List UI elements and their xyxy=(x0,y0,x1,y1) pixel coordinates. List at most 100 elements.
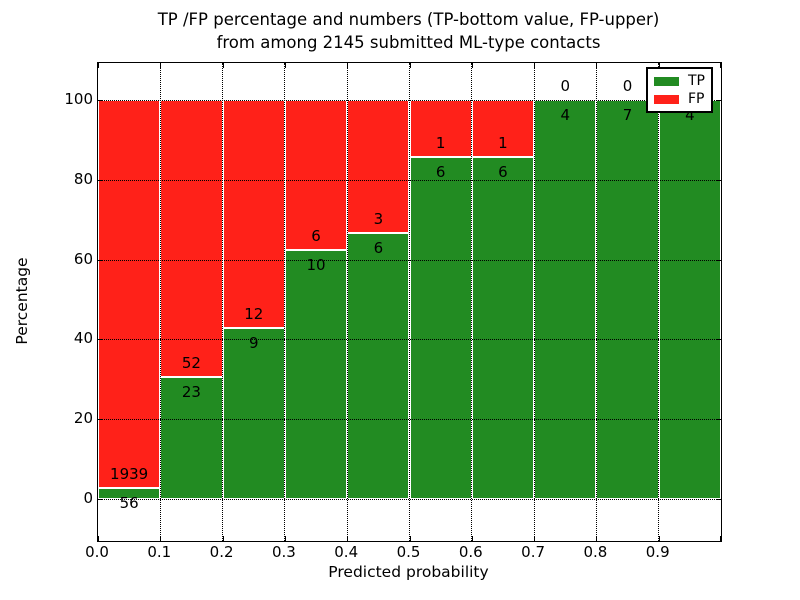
tick-mark xyxy=(222,536,224,541)
x-tick-label: 0.1 xyxy=(147,543,172,561)
bar-count-label-tp: 6 xyxy=(373,238,384,257)
tick-mark xyxy=(160,63,162,68)
x-tick-label: 0.9 xyxy=(645,543,670,561)
x-tick-label: 0.3 xyxy=(271,543,296,561)
tick-mark xyxy=(409,536,411,541)
bar-count-label-fp: 0 xyxy=(622,77,633,95)
gridline-vertical xyxy=(471,63,473,541)
y-tick-label: 60 xyxy=(73,249,93,268)
bar-segment-fp xyxy=(160,100,223,377)
x-tick-label: 0.6 xyxy=(458,543,483,561)
legend-row-tp: TP xyxy=(654,74,705,88)
x-tick-label: 0.8 xyxy=(583,543,608,561)
tick-mark xyxy=(596,63,598,68)
x-tick-label: 0.4 xyxy=(334,543,359,561)
legend-label-fp: FP xyxy=(688,91,705,107)
x-tick-label: 0.7 xyxy=(521,543,546,561)
legend-row-fp: FP xyxy=(654,92,705,106)
chart-title: TP /FP percentage and numbers (TP-bottom… xyxy=(97,8,720,54)
bar-count-label-tp: 56 xyxy=(119,493,139,512)
bar-count-label-tp: 7 xyxy=(622,106,633,124)
tick-mark xyxy=(716,419,721,421)
bar-segment-tp xyxy=(347,232,410,499)
y-axis-title: Percentage xyxy=(13,257,31,345)
bar-segment-tp xyxy=(658,100,721,499)
tick-mark xyxy=(98,63,99,68)
gridline-horizontal xyxy=(98,179,721,181)
bar-count-label-fp: 3 xyxy=(373,209,384,228)
bar-count-label-tp: 10 xyxy=(306,255,326,274)
y-tick-label: 0 xyxy=(83,489,93,507)
gridline-vertical xyxy=(222,63,224,541)
bar-segment-tp xyxy=(596,100,659,499)
tick-mark xyxy=(98,419,103,421)
bar-segment-tp xyxy=(471,157,535,499)
bar-count-label-tp: 23 xyxy=(181,382,201,401)
bar-segment-tp xyxy=(409,157,472,499)
bar-count-label-tp: 9 xyxy=(248,333,259,352)
bar-segment-fp xyxy=(284,100,348,250)
bar-segment-tp xyxy=(160,376,223,499)
bar-count-label-tp: 6 xyxy=(498,163,508,182)
tick-mark xyxy=(596,536,598,541)
tick-mark xyxy=(347,536,349,541)
tick-mark xyxy=(98,100,103,101)
tick-mark xyxy=(720,63,721,68)
bar-count-label-fp: 1 xyxy=(435,134,446,153)
tick-mark xyxy=(222,63,224,68)
tick-mark xyxy=(160,536,162,541)
tick-mark xyxy=(98,536,99,541)
tick-mark xyxy=(658,536,660,541)
gridline-horizontal xyxy=(98,339,721,341)
x-axis-title: Predicted probability xyxy=(328,563,489,581)
y-tick-label: 20 xyxy=(73,409,93,428)
tick-mark xyxy=(716,339,721,341)
bar-count-label-fp: 52 xyxy=(181,353,201,372)
gridline-horizontal xyxy=(98,419,721,421)
tp-swatch-icon xyxy=(654,76,679,86)
bar-count-label-fp: 12 xyxy=(244,304,264,323)
x-tick-label: 0.0 xyxy=(85,543,109,561)
bar-segment-fp xyxy=(98,100,161,488)
tick-mark xyxy=(347,63,349,68)
bar-count-label-tp: 4 xyxy=(685,106,695,124)
tick-mark xyxy=(98,179,103,181)
x-tick-label: 0.2 xyxy=(209,543,234,561)
tick-mark xyxy=(716,100,721,101)
y-tick-label: 40 xyxy=(73,329,93,348)
legend: TP FP xyxy=(646,67,713,113)
bar-count-label-fp: 1 xyxy=(498,134,508,153)
gridline-vertical xyxy=(595,63,597,541)
bar-segment-tp xyxy=(222,327,285,499)
gridline-horizontal xyxy=(98,499,721,500)
bar-count-label-fp: 0 xyxy=(560,77,571,95)
bar-count-label-fp: 6 xyxy=(311,226,321,245)
gridline-vertical xyxy=(284,63,286,541)
gridline-vertical xyxy=(658,63,660,541)
bar-segment-tp xyxy=(284,249,348,499)
gridline-horizontal xyxy=(98,259,721,261)
gridline-vertical xyxy=(346,63,348,541)
tick-mark xyxy=(658,63,660,68)
legend-label-tp: TP xyxy=(688,73,705,89)
gridline-vertical xyxy=(409,63,410,541)
tick-mark xyxy=(716,499,721,500)
tick-mark xyxy=(284,63,286,68)
tick-mark xyxy=(98,339,103,341)
bar-count-label-tp: 6 xyxy=(435,163,446,182)
bar-segment-fp xyxy=(471,100,535,158)
tick-mark xyxy=(534,536,536,541)
tick-mark xyxy=(471,536,473,541)
tick-mark xyxy=(716,179,721,181)
tick-mark xyxy=(98,499,103,500)
tick-mark xyxy=(534,63,536,68)
x-tick-label: 0.5 xyxy=(396,543,421,561)
chart-title-line1: TP /FP percentage and numbers (TP-bottom… xyxy=(157,10,660,29)
y-tick-label: 80 xyxy=(73,169,93,188)
tick-mark xyxy=(720,536,721,541)
gridline-vertical xyxy=(159,63,161,541)
plot-area: 1939565223129610361616040704 xyxy=(97,62,722,542)
gridline-vertical xyxy=(533,63,535,541)
tick-mark xyxy=(284,536,286,541)
